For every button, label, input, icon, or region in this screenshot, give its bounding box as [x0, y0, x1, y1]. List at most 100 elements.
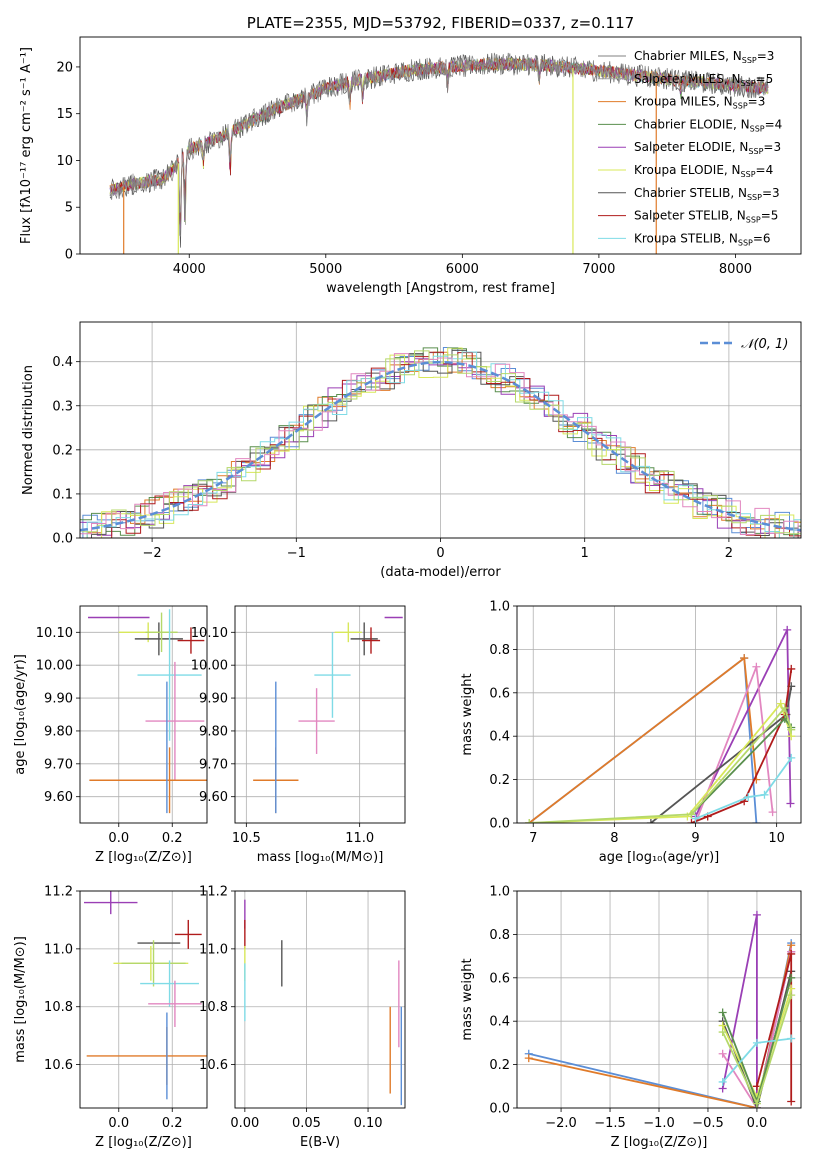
y-tick-label: 9.90: [44, 692, 73, 707]
legend-tail: =4: [756, 163, 774, 177]
weight-marker: [768, 808, 777, 817]
errorbar-point: [177, 627, 205, 654]
y-tick-label: 9.60: [199, 790, 228, 805]
weight-marker: [787, 1097, 796, 1106]
x-axis-label: Z [log₁₀(Z/Z⊙)]: [95, 1135, 192, 1150]
errorbar-point: [137, 609, 202, 741]
x-tick-label: 4000: [173, 262, 206, 277]
weight-marker: [760, 790, 769, 799]
y-tick-label: 10.10: [36, 626, 73, 641]
y-tick-label: 0.4: [52, 355, 73, 370]
weight-marker: [718, 1049, 727, 1058]
weight-marker: [783, 625, 792, 634]
x-axis-label: wavelength [Angstrom, rest frame]: [326, 281, 555, 296]
legend-entry: Chabrier STELIB, NSSP=3: [634, 186, 780, 202]
spectrum-line: [109, 52, 769, 237]
legend-entry: Chabrier ELODIE, NSSP=4: [634, 117, 782, 133]
y-tick-label: 0.3: [52, 399, 73, 414]
weight-series-line: [528, 945, 793, 1108]
axes-frame: [79, 605, 208, 824]
errorbar-point: [89, 747, 207, 814]
age-vs-mass-panel: 10.5 11.0 9.60 9.70 9.80 9.90 10.00 10.10 mass […: [191, 605, 406, 865]
y-axis-label: Flux [fλ10⁻¹⁷ erg cm⁻² s⁻¹ A⁻¹]: [19, 47, 34, 244]
errorbar-point: [121, 940, 186, 987]
spectrum-line: [109, 57, 769, 225]
y-tick-label: 5: [65, 201, 73, 216]
weight-marker: [787, 753, 796, 762]
y-tick-label: 10.8: [199, 1000, 228, 1015]
legend-tail: =3: [757, 49, 775, 63]
legend-subscript: SSP: [748, 147, 763, 156]
x-tick-label: 0: [436, 546, 444, 561]
legend-tail: =3: [763, 140, 781, 154]
weight-marker: [646, 819, 655, 823]
weight-marker: [776, 699, 785, 708]
weight-marker: [718, 1008, 727, 1017]
y-tick-label: 9.70: [199, 757, 228, 772]
weight-marker: [752, 662, 761, 671]
weight-marker: [787, 991, 796, 1000]
weight-marker: [691, 814, 700, 823]
errorbar-point: [174, 919, 202, 949]
x-axis-label: Z [log₁₀(Z/Z⊙)]: [95, 850, 192, 865]
weight-marker: [780, 703, 789, 712]
weight-marker: [752, 819, 761, 823]
x-axis-label: E(B-V): [300, 1135, 340, 1150]
y-tick-label: 9.80: [44, 724, 73, 739]
legend-entry: 𝒩(0, 1): [741, 337, 788, 352]
weight-vs-age-panel: 7 8 9 10 0.0 0.2 0.4 0.6 0.8 1.0 age [log₁₀(age/yr…: [460, 600, 802, 865]
y-tick-label: 15: [56, 107, 73, 122]
legend-entry: Salpeter STELIB, NSSP=5: [634, 209, 778, 225]
y-tick-label: 0.4: [489, 1015, 510, 1030]
x-tick-label: 7000: [582, 262, 615, 277]
x-tick-label: −2: [143, 546, 162, 561]
errorbar-point: [145, 612, 178, 653]
legend-subscript: SSP: [747, 193, 762, 202]
x-tick-label: 11.0: [345, 831, 374, 846]
weight-marker: [752, 1099, 761, 1108]
residual-histogram: [80, 358, 801, 538]
x-tick-label: 6000: [446, 262, 479, 277]
gaussian-curve: [79, 360, 802, 532]
x-tick-label: 8000: [719, 262, 752, 277]
x-tick-label: 0.2: [162, 1116, 183, 1131]
x-tick-label: 0.0: [747, 1116, 768, 1131]
y-tick-label: 0.4: [489, 730, 510, 745]
x-tick-label: 7: [529, 831, 537, 846]
y-tick-label: 0: [65, 248, 73, 263]
x-tick-label: 5000: [309, 262, 342, 277]
errorbar-point: [350, 622, 378, 656]
y-tick-label: 0.0: [489, 817, 510, 832]
errorbar-point: [84, 891, 138, 915]
x-tick-label: −1.5: [594, 1116, 626, 1131]
weight-marker: [740, 654, 749, 663]
errorbar-point: [140, 960, 199, 1007]
legend-subscript: SSP: [741, 79, 756, 88]
axes-frame: [234, 605, 406, 824]
y-tick-label: 0.8: [489, 928, 510, 943]
legend-subscript: SSP: [738, 238, 753, 247]
weight-marker: [687, 819, 696, 823]
weight-series-line: [529, 706, 793, 823]
y-tick-label: 0.1: [52, 487, 73, 502]
legend-tail: =3: [748, 95, 766, 109]
x-tick-label: 0.0: [108, 1116, 129, 1131]
axes-frame: [79, 36, 802, 255]
y-axis-label: mass weight: [460, 958, 475, 1040]
legend-tail: =5: [756, 72, 774, 86]
x-tick-label: −2.0: [545, 1116, 577, 1131]
y-tick-label: 0.8: [489, 643, 510, 658]
errorbar-point: [361, 627, 381, 654]
x-tick-label: 0.10: [354, 1116, 383, 1131]
x-tick-label: 9: [691, 831, 699, 846]
y-tick-label: 10.00: [191, 659, 228, 674]
errorbar-point: [298, 688, 335, 754]
axes-frame: [516, 605, 802, 824]
y-tick-label: 0.0: [489, 1102, 510, 1117]
weight-series-line: [695, 757, 793, 820]
y-tick-label: 11.2: [44, 885, 73, 900]
legend-tail: =3: [762, 186, 780, 200]
y-tick-label: 0.2: [489, 1058, 510, 1073]
errorbar-point: [148, 980, 202, 1027]
axes-frame: [234, 890, 406, 1109]
